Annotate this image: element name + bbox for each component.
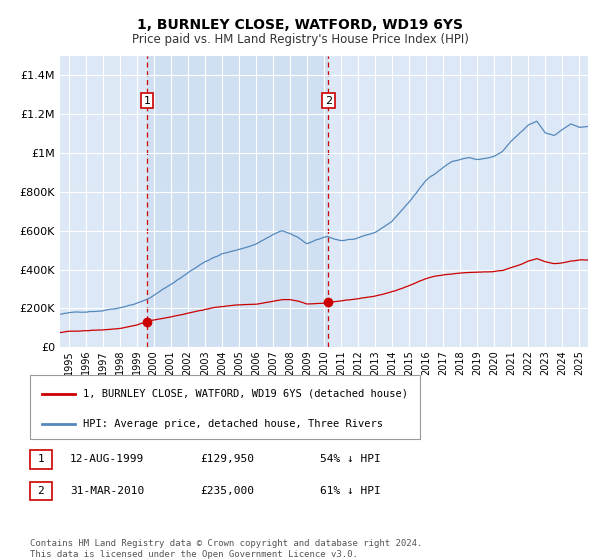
Bar — [30, 450, 52, 469]
Text: 2: 2 — [38, 486, 44, 496]
Text: 31-MAR-2010: 31-MAR-2010 — [70, 486, 144, 496]
Text: 2: 2 — [325, 96, 332, 106]
Text: £129,950: £129,950 — [200, 454, 254, 464]
Text: HPI: Average price, detached house, Three Rivers: HPI: Average price, detached house, Thre… — [83, 419, 383, 429]
Text: Contains HM Land Registry data © Crown copyright and database right 2024.
This d: Contains HM Land Registry data © Crown c… — [30, 539, 422, 559]
Text: 12-AUG-1999: 12-AUG-1999 — [70, 454, 144, 464]
Text: 1, BURNLEY CLOSE, WATFORD, WD19 6YS (detached house): 1, BURNLEY CLOSE, WATFORD, WD19 6YS (det… — [83, 389, 408, 399]
Text: 1, BURNLEY CLOSE, WATFORD, WD19 6YS: 1, BURNLEY CLOSE, WATFORD, WD19 6YS — [137, 18, 463, 32]
Text: 61% ↓ HPI: 61% ↓ HPI — [320, 486, 381, 496]
Text: 54% ↓ HPI: 54% ↓ HPI — [320, 454, 381, 464]
Bar — [30, 375, 420, 438]
Text: 1: 1 — [144, 96, 151, 106]
Text: 1: 1 — [38, 454, 44, 464]
Bar — [147, 56, 328, 347]
Bar — [30, 482, 52, 500]
Text: £235,000: £235,000 — [200, 486, 254, 496]
Text: Price paid vs. HM Land Registry's House Price Index (HPI): Price paid vs. HM Land Registry's House … — [131, 32, 469, 46]
